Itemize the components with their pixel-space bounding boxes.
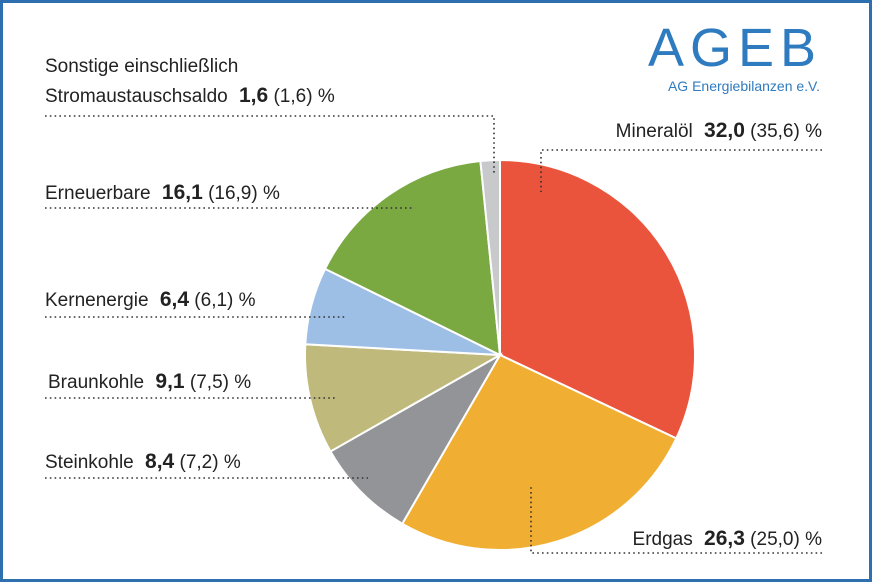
label-mineraloel: Mineralöl 32,0 (35,6) % (616, 119, 822, 142)
label-value: 26,3 (704, 527, 745, 550)
label-braunkohle: Braunkohle 9,1 (7,5) % (48, 370, 251, 393)
label-name: Braunkohle (48, 372, 144, 393)
logo: AGEB AG Energiebilanzen e.V. (648, 18, 822, 94)
label-sonstige: Stromaustauschsaldo 1,6 (1,6) % (45, 84, 335, 107)
pie-slice-braunkohle (304, 343, 504, 453)
label-previous: (16,9) (208, 183, 258, 204)
label-unit: % (318, 86, 335, 107)
label-name: Stromaustauschsaldo (45, 86, 228, 107)
label-unit: % (224, 452, 241, 473)
pie-slice-erneuerbare (323, 159, 502, 357)
label-name: Erneuerbare (45, 183, 151, 204)
pie-slices (304, 158, 696, 551)
label-unit: % (805, 529, 822, 550)
label-kernenergie: Kernenergie 6,4 (6,1) % (45, 288, 256, 311)
label-sonstige-line1: Sonstige einschließlich (45, 56, 238, 77)
label-name: Erdgas (633, 529, 693, 550)
label-value: 16,1 (162, 181, 203, 204)
label-value: 8,4 (145, 450, 175, 473)
pie-slice-erdgas (400, 353, 678, 551)
label-unit: % (805, 121, 822, 142)
label-erneuerbare: Erneuerbare 16,1 (16,9) % (45, 181, 280, 204)
label-previous: (6,1) (194, 290, 233, 311)
pie-slice-sonstige (479, 158, 501, 356)
pie-slice-mineraloel (499, 158, 696, 440)
label-previous: (1,6) (273, 86, 312, 107)
label-steinkohle: Steinkohle 8,4 (7,2) % (45, 450, 241, 473)
label-name: Kernenergie (45, 290, 149, 311)
leader-line-sonstige (45, 115, 495, 174)
label-value: 1,6 (239, 84, 268, 107)
label-previous: (7,2) (180, 452, 219, 473)
label-previous: (7,5) (190, 372, 229, 393)
label-erdgas: Erdgas 26,3 (25,0) % (633, 527, 823, 550)
label-name: Mineralöl (616, 121, 693, 142)
leader-line-erdgas (530, 485, 822, 554)
label-unit: % (234, 372, 251, 393)
label-value: 9,1 (155, 370, 185, 393)
label-value: 32,0 (704, 119, 745, 142)
label-previous: (25,0) (750, 529, 800, 550)
label-value: 6,4 (160, 288, 190, 311)
logo-title: AGEB (648, 18, 822, 78)
label-previous: (35,6) (750, 121, 800, 142)
logo-subtitle: AG Energiebilanzen e.V. (668, 78, 820, 94)
label-name: Steinkohle (45, 452, 134, 473)
label-unit: % (239, 290, 256, 311)
label-unit: % (263, 183, 280, 204)
pie-slice-steinkohle (329, 352, 503, 526)
